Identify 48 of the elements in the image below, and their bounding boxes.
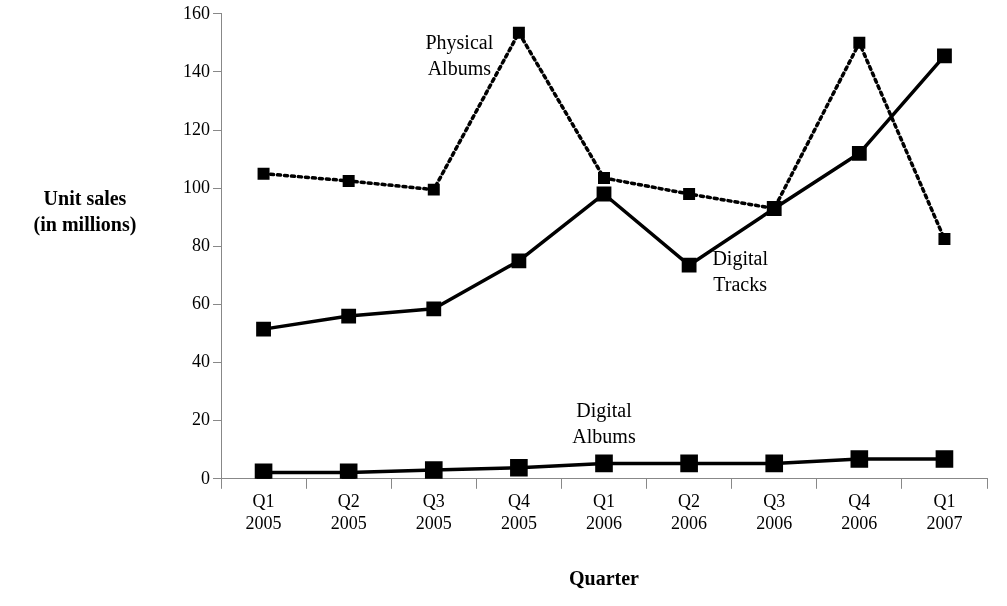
- point: [681, 257, 697, 273]
- x-tick-label: Q4 2005: [500, 491, 537, 533]
- point: [254, 463, 273, 479]
- y-tick-label: 0: [201, 467, 210, 488]
- point: [511, 253, 527, 269]
- y-axis-title: Unit sales (in millions): [32, 186, 138, 237]
- point: [510, 458, 528, 477]
- point: [853, 36, 866, 49]
- x-tick-label: Q3 2005: [415, 491, 452, 533]
- point: [596, 186, 612, 202]
- series-label: Physical Albums: [425, 30, 494, 79]
- point: [257, 167, 270, 180]
- point: [680, 454, 698, 473]
- point: [598, 172, 610, 184]
- point: [342, 174, 355, 187]
- point: [595, 454, 613, 473]
- point: [851, 145, 867, 161]
- y-tick-label: 60: [192, 293, 210, 314]
- x-tick-label: Q2 2006: [671, 491, 708, 533]
- x-tick-label: Q2 2005: [330, 491, 367, 533]
- point: [935, 450, 954, 468]
- x-tick-label: Q3 2006: [756, 491, 793, 533]
- y-tick-label: 100: [183, 176, 210, 197]
- point: [427, 183, 440, 196]
- point: [426, 301, 442, 317]
- point: [256, 321, 271, 337]
- point: [683, 188, 696, 200]
- point: [765, 454, 784, 473]
- x-tick-label: Q1 2005: [245, 491, 282, 533]
- x-tick-label: Q4 2006: [841, 491, 878, 533]
- y-tick-label: 40: [192, 351, 210, 372]
- point: [341, 308, 357, 324]
- point: [937, 48, 952, 64]
- point: [938, 233, 951, 246]
- x-axis-title: Quarter: [569, 567, 640, 590]
- y-tick-label: 160: [183, 2, 210, 23]
- series-label: Digital Albums: [572, 399, 636, 448]
- x-tick-label: Q1 2006: [586, 491, 622, 533]
- y-tick-label: 120: [183, 118, 210, 139]
- y-tick-label: 140: [183, 60, 210, 81]
- point: [424, 461, 443, 479]
- point: [850, 450, 869, 468]
- y-tick-label: 80: [192, 235, 210, 256]
- series-label: Digital Tracks: [712, 247, 769, 296]
- y-tick-label: 20: [192, 409, 210, 430]
- x-tick-label: Q1 2007: [926, 491, 963, 533]
- point: [512, 26, 525, 39]
- point: [339, 463, 358, 479]
